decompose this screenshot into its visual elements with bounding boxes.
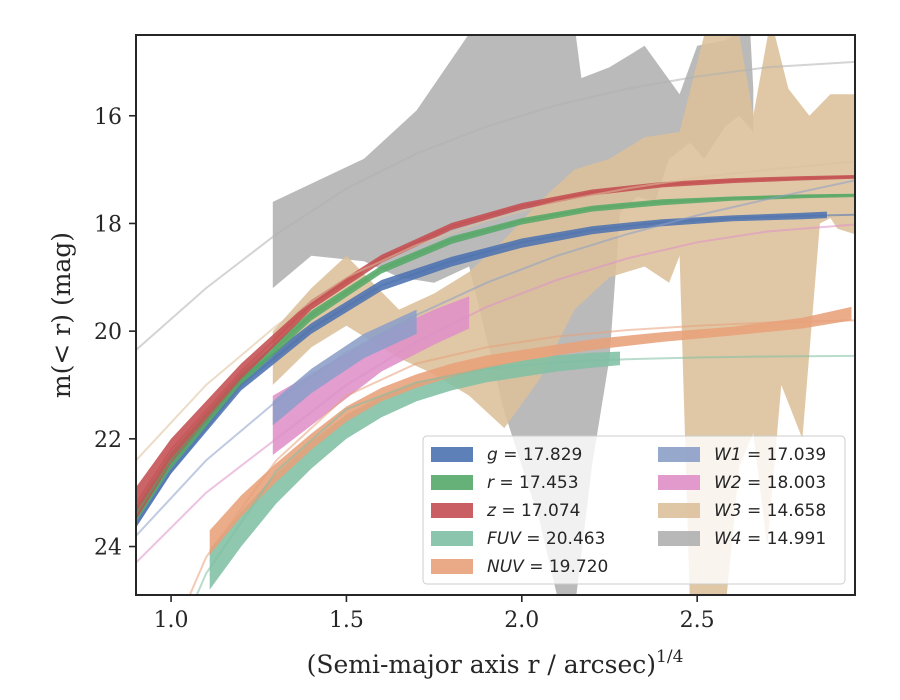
legend-entry-w3: W3 = 14.658 [658,501,826,521]
legend-entry-fuv: FUV = 20.463 [431,529,605,549]
legend-label: g = 17.829 [487,445,582,465]
legend-label: W4 = 14.991 [714,529,826,549]
band-w1 [272,309,417,426]
legend-entry-z: z = 17.074 [431,501,580,521]
legend-swatch [658,503,700,518]
x-tick-label: 1.0 [154,608,189,633]
fit-curves [136,60,855,595]
legend-label: W2 = 18.003 [714,473,826,493]
legend-swatch [658,531,700,546]
y-tick-label: 22 [94,428,122,453]
y-tick-label: 20 [94,320,122,345]
y-tick-label: 16 [94,105,122,130]
legend-entry-nuv: NUV = 19.720 [431,557,608,577]
y-tick-label: 18 [94,212,122,237]
legend-swatch [658,447,700,462]
legend-entry-w1: W1 = 17.039 [658,445,826,465]
x-axis-label-exponent: 1/4 [656,647,683,667]
fit-line-r [136,193,855,515]
y-axis-ticks: 16 18 20 22 24 [94,105,136,561]
x-tick-label: 1.5 [329,608,364,633]
legend-swatch [431,503,473,518]
y-tick-label: 24 [94,536,122,561]
band-fuv [209,351,620,590]
legend: g = 17.829 r = 17.453 z = 17.074 FUV = 20.4… [422,435,846,585]
legend-label: NUV = 19.720 [487,557,608,577]
x-tick-label: 2.5 [680,608,715,633]
fit-line-g [136,213,855,526]
legend-swatch [431,531,473,546]
legend-frame [422,435,846,585]
legend-entry-g: g = 17.829 [431,445,582,465]
fit-line-w2 [136,223,855,564]
legend-swatch [431,559,473,574]
legend-entry-r: r = 17.453 [431,473,579,493]
legend-entry-w2: W2 = 18.003 [658,473,826,493]
legend-label: z = 17.074 [486,501,580,521]
legend-swatch [658,475,700,490]
legend-swatch [431,447,473,462]
fit-line-nuv [188,319,855,595]
legend-label: r = 17.453 [487,473,579,493]
fit-line-fuv [195,354,855,595]
legend-label: W3 = 14.658 [714,501,826,521]
x-axis-label: (Semi-major axis r / arcsec)1/4 [307,647,684,679]
fit-line-w3 [136,160,855,462]
x-axis-ticks: 1.0 1.5 2.0 2.5 [154,595,715,633]
fit-line-z [136,175,855,505]
fit-line-w4 [136,60,855,351]
plot-frame [135,34,856,596]
legend-label: W1 = 17.039 [714,445,826,465]
band-nuv [209,306,852,555]
legend-swatch [431,475,473,490]
legend-label: FUV = 20.463 [487,529,605,549]
x-tick-label: 2.0 [504,608,539,633]
legend-entry-w4: W4 = 14.991 [658,529,826,549]
y-axis-label: m(< r) (mag) [47,232,76,398]
fit-line-w1 [136,179,855,537]
band-w2 [272,296,470,455]
